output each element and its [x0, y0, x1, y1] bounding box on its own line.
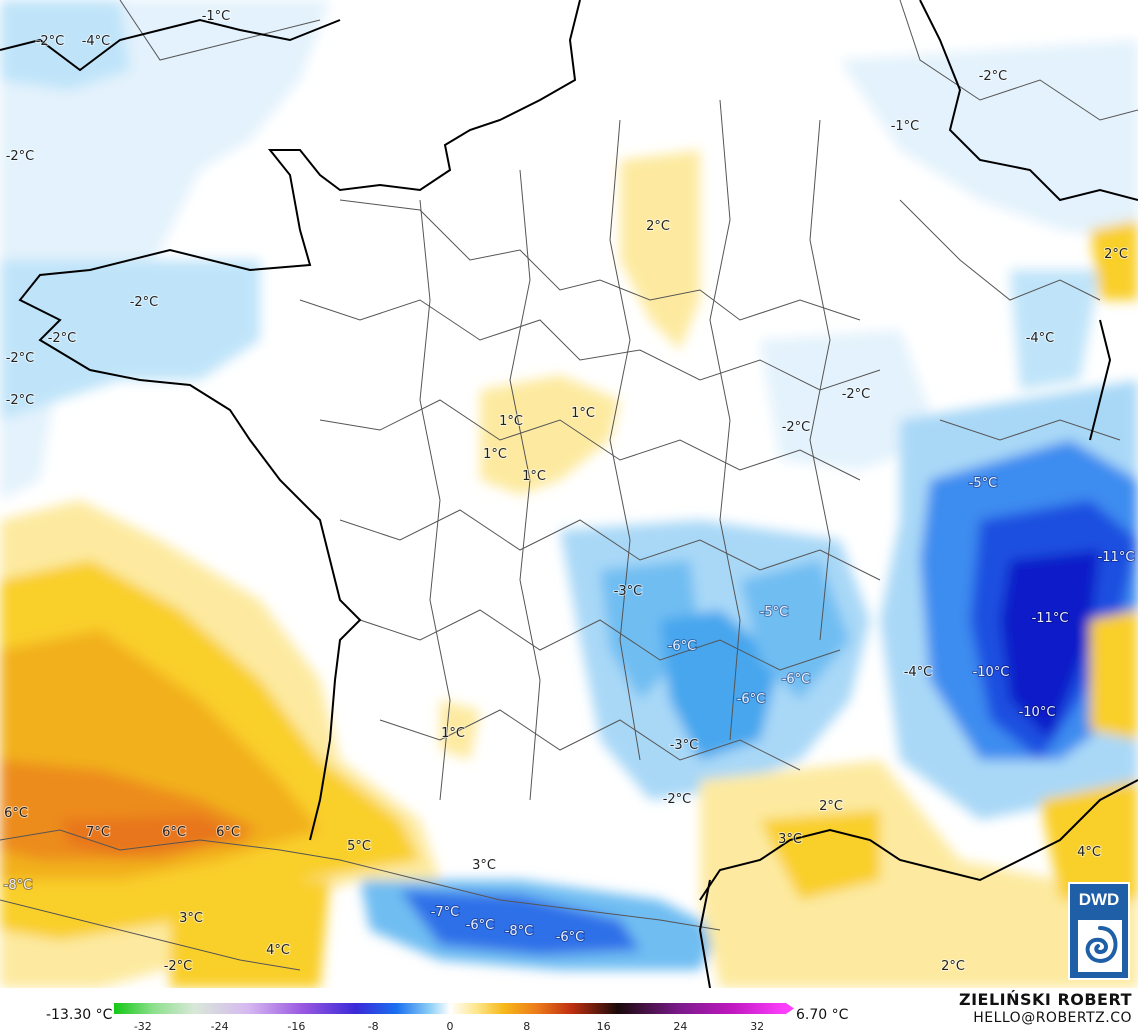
map-canvas: -1°C -2°C -4°C -2°C -2°C -2°C -2°C -2°C -2°C -1°C… — [0, 0, 1138, 988]
temperature-label: 2°C — [646, 219, 670, 234]
temperature-label: 4°C — [1077, 845, 1101, 860]
coastlines — [0, 0, 1138, 988]
temperature-label: 1°C — [499, 414, 523, 429]
colorbar-tick-label: 32 — [750, 1020, 765, 1033]
colorbar-tick-label: -32 — [133, 1020, 152, 1033]
temperature-map: -1°C -2°C -4°C -2°C -2°C -2°C -2°C -2°C -2°C -1°C… — [0, 0, 1138, 989]
legend-min-label: -13.30 °C — [46, 1007, 113, 1023]
temperature-label: 2°C — [819, 799, 843, 814]
temperature-label: -10°C — [1019, 705, 1056, 720]
colorbar-max-arrow — [786, 1003, 794, 1014]
temperature-label: -6°C — [782, 672, 811, 687]
temperature-label: -2°C — [979, 69, 1008, 84]
temperature-label: -8°C — [505, 924, 534, 939]
temperature-label: 1°C — [441, 726, 465, 741]
temperature-label: -3°C — [614, 584, 643, 599]
temperature-label: -7°C — [431, 905, 460, 920]
temperature-label: -8°C — [4, 878, 33, 893]
temperature-labels: -1°C -2°C -4°C -2°C -2°C -2°C -2°C -2°C -2°C -1°C… — [3, 8, 1136, 975]
temperature-label: -2°C — [842, 387, 871, 402]
author-name: ZIELIŃSKI ROBERT — [958, 990, 1132, 1009]
colorbar-fill — [114, 1003, 786, 1014]
temperature-label: -5°C — [969, 476, 998, 491]
dwd-logo-text: DWD — [1078, 890, 1120, 909]
temperature-label: 6°C — [4, 806, 28, 821]
temperature-label: 2°C — [1104, 247, 1128, 262]
temperature-label: -6°C — [668, 639, 697, 654]
temperature-label: -2°C — [6, 149, 35, 164]
colorbar-tick-label: 16 — [596, 1020, 611, 1033]
temperature-label: 6°C — [216, 825, 240, 840]
colorbar-tick-label: -8 — [367, 1020, 379, 1033]
temperature-label: -6°C — [737, 692, 766, 707]
temperature-label: -4°C — [82, 34, 111, 49]
temperature-label: 1°C — [522, 469, 546, 484]
temperature-label: -11°C — [1032, 611, 1069, 626]
temperature-label: -11°C — [1098, 550, 1135, 565]
temperature-label: -3°C — [670, 738, 699, 753]
temperature-label: -5°C — [760, 605, 789, 620]
temperature-colorbar — [114, 1003, 794, 1014]
temperature-label: 2°C — [941, 959, 965, 974]
temperature-label: -2°C — [6, 393, 35, 408]
temperature-label: 1°C — [483, 447, 507, 462]
temperature-label: -10°C — [973, 665, 1010, 680]
department-borders — [0, 0, 1138, 971]
dwd-logo: DWD — [1068, 882, 1130, 980]
temperature-label: 3°C — [179, 911, 203, 926]
temperature-label: -2°C — [782, 420, 811, 435]
colorbar-tick-label: 0 — [446, 1020, 454, 1033]
temperature-label: -2°C — [48, 331, 77, 346]
temperature-label: 3°C — [778, 832, 802, 847]
temperature-label: 6°C — [162, 825, 186, 840]
temperature-label: -2°C — [6, 351, 35, 366]
colorbar-tick-label: -16 — [287, 1020, 306, 1033]
temperature-label: 3°C — [472, 858, 496, 873]
temperature-label: -1°C — [202, 9, 231, 24]
colorbar-tick-label: -24 — [210, 1020, 229, 1033]
temperature-label: -6°C — [466, 918, 495, 933]
temperature-field — [0, 0, 1138, 988]
temperature-label: -4°C — [1026, 331, 1055, 346]
temperature-label: 4°C — [266, 943, 290, 958]
temperature-label: -2°C — [36, 34, 65, 49]
author-contact: HELLO@ROBERTZ.CO — [973, 1010, 1132, 1026]
colorbar-tick-label: 24 — [673, 1020, 688, 1033]
temperature-label: -2°C — [164, 959, 193, 974]
temperature-label: 7°C — [86, 825, 110, 840]
temperature-label: -1°C — [891, 119, 920, 134]
temperature-label: 1°C — [571, 406, 595, 421]
temperature-label: -4°C — [904, 665, 933, 680]
legend-max-label: 6.70 °C — [796, 1007, 849, 1023]
temperature-label: -2°C — [663, 792, 692, 807]
colorbar-tick-label: 8 — [523, 1020, 531, 1033]
temperature-label: -2°C — [130, 295, 159, 310]
temperature-label: -6°C — [556, 930, 585, 945]
swirl-icon — [1078, 920, 1122, 972]
temperature-label: 5°C — [347, 839, 371, 854]
